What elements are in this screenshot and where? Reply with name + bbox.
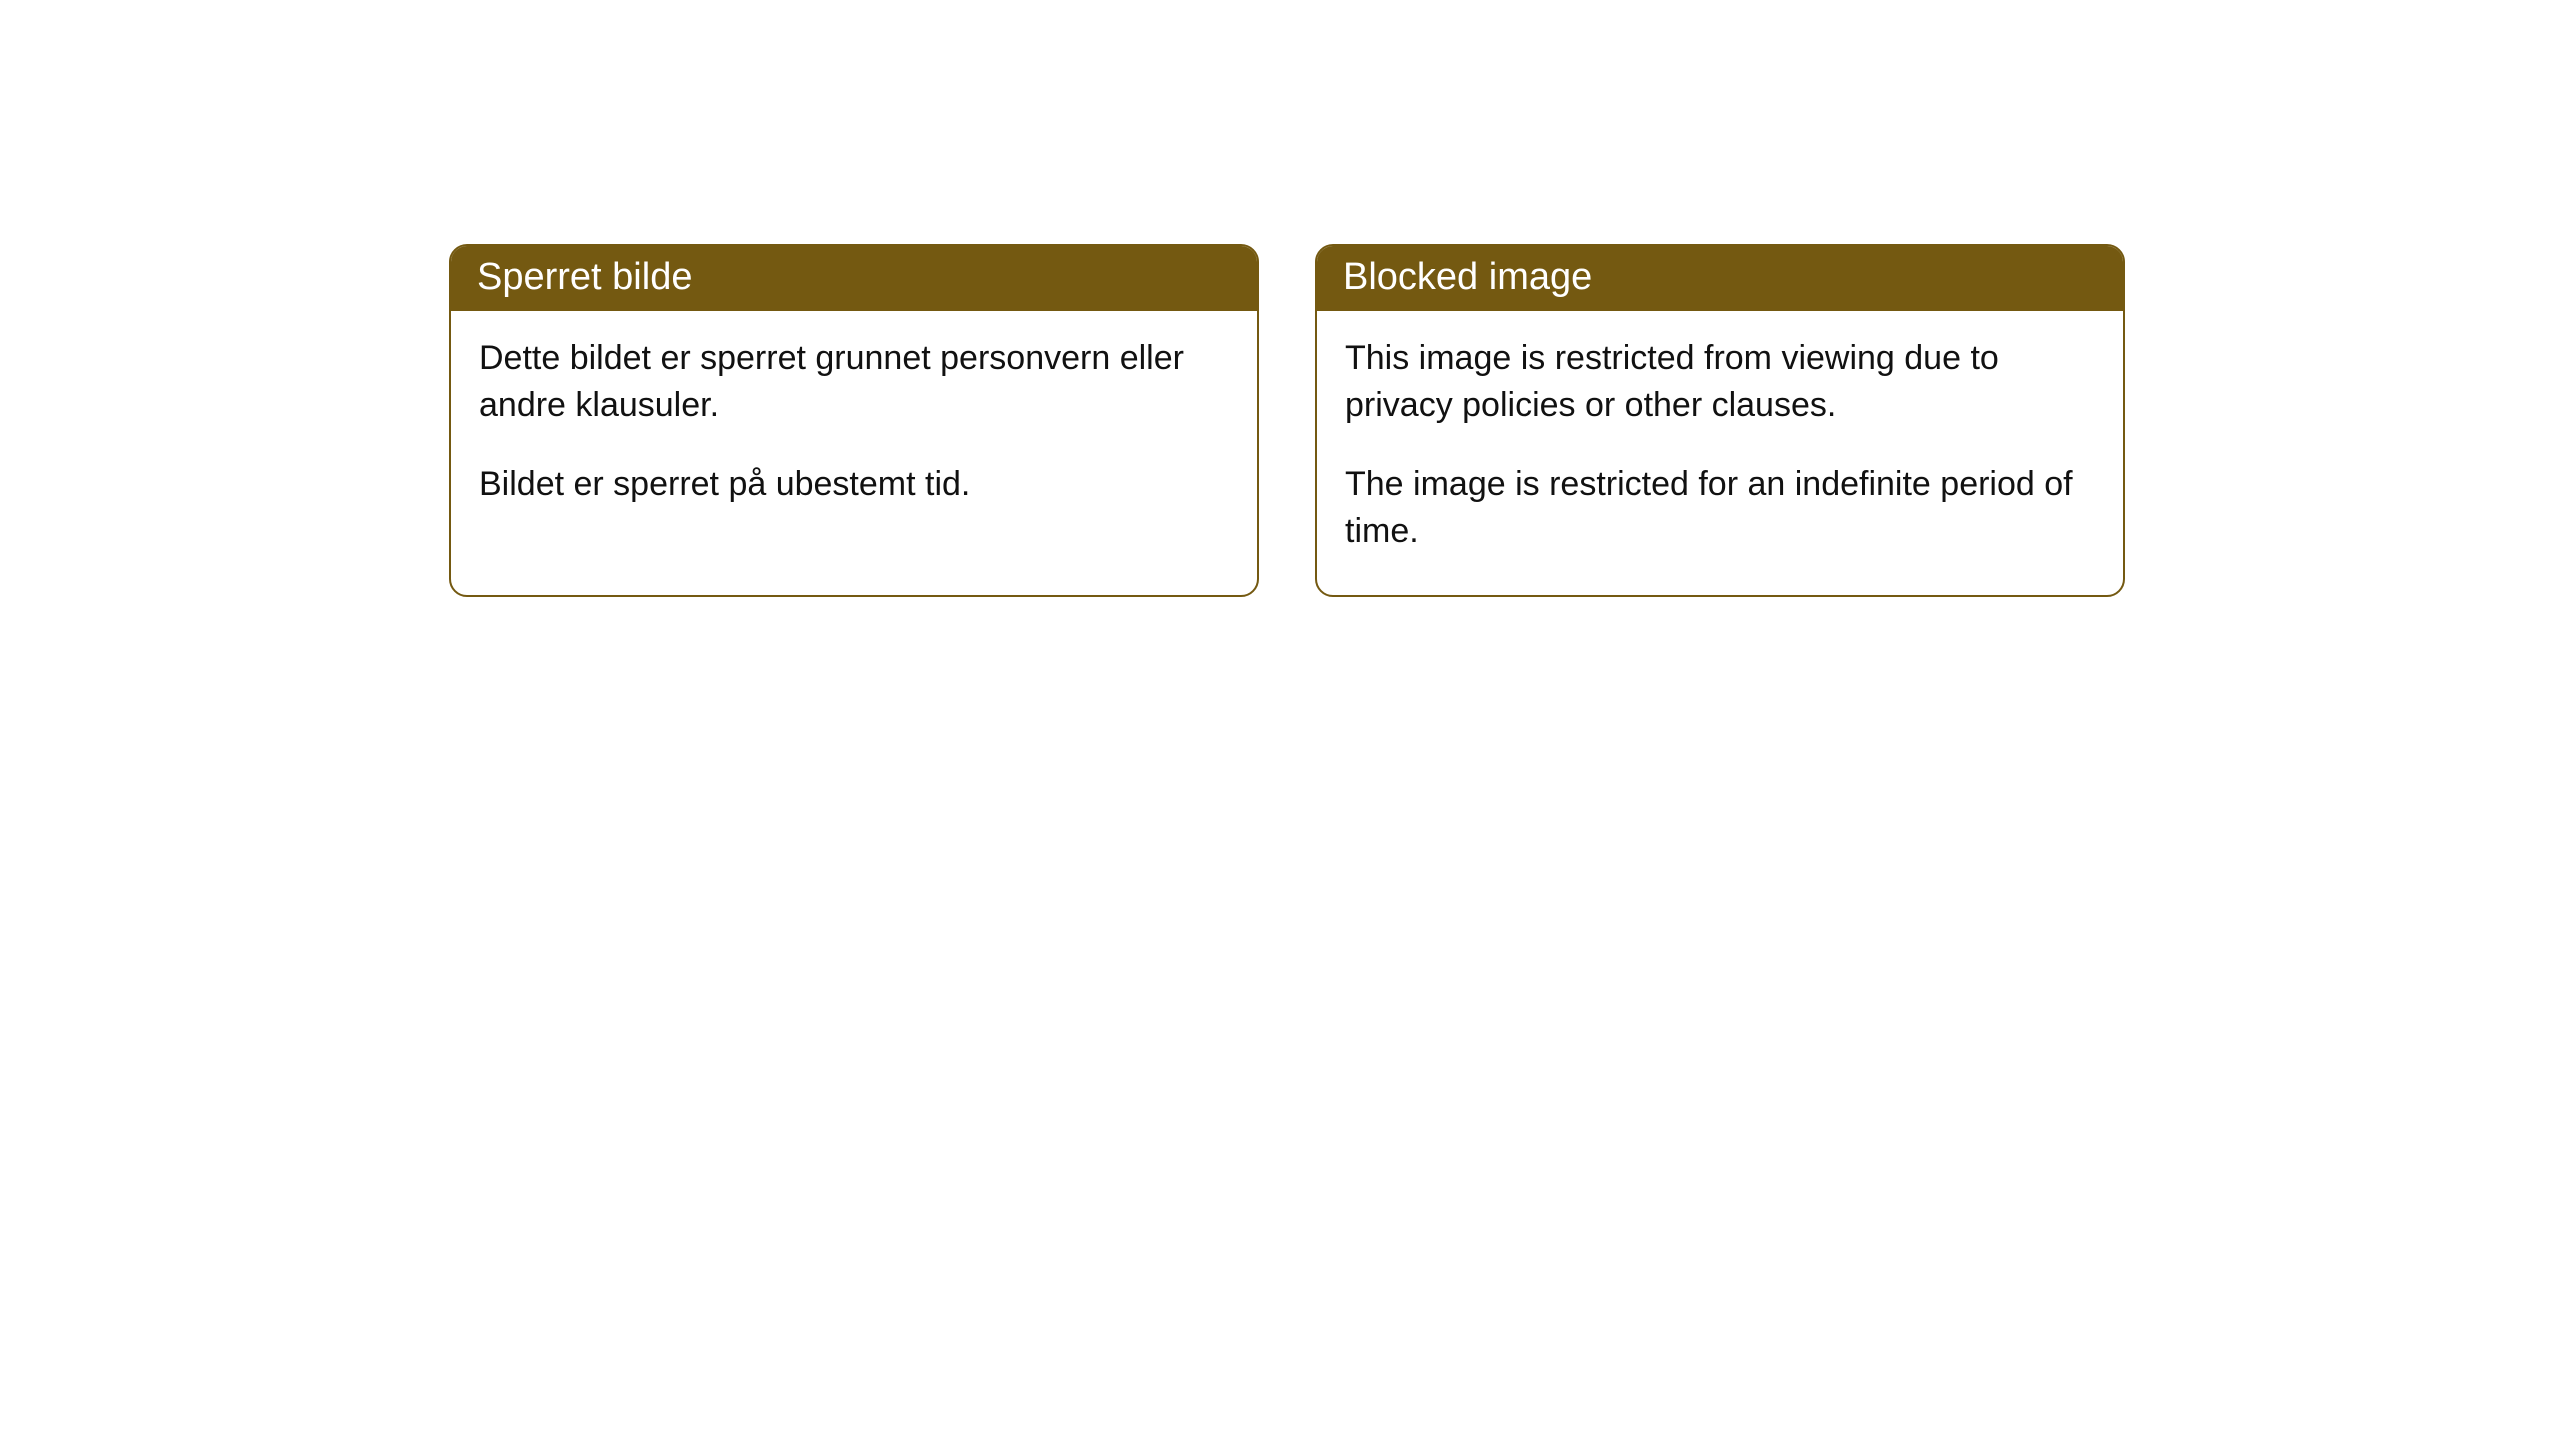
card-header-norwegian: Sperret bilde [451, 246, 1257, 311]
card-norwegian: Sperret bilde Dette bildet er sperret gr… [449, 244, 1259, 597]
card-body-norwegian: Dette bildet er sperret grunnet personve… [451, 311, 1257, 548]
card-title: Sperret bilde [477, 256, 692, 298]
card-paragraph-2: The image is restricted for an indefinit… [1345, 461, 2095, 555]
card-paragraph-2: Bildet er sperret på ubestemt tid. [479, 461, 1229, 508]
cards-container: Sperret bilde Dette bildet er sperret gr… [0, 0, 2560, 597]
card-body-english: This image is restricted from viewing du… [1317, 311, 2123, 595]
card-title: Blocked image [1343, 256, 1592, 298]
card-paragraph-1: Dette bildet er sperret grunnet personve… [479, 335, 1229, 429]
card-paragraph-1: This image is restricted from viewing du… [1345, 335, 2095, 429]
card-header-english: Blocked image [1317, 246, 2123, 311]
card-english: Blocked image This image is restricted f… [1315, 244, 2125, 597]
